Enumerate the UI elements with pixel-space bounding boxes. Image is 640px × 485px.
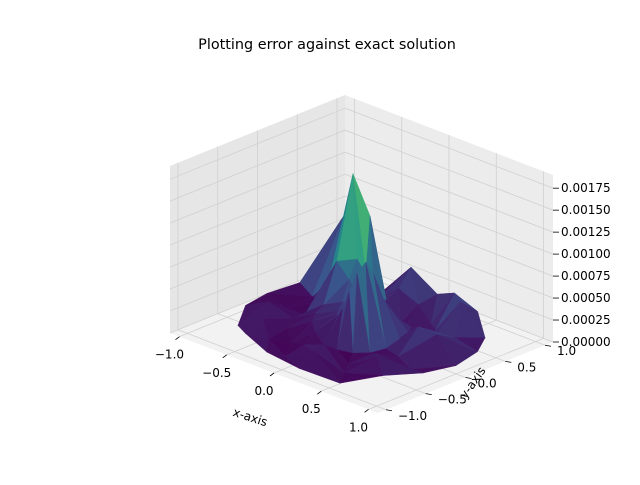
x-tick-label: 1.0 bbox=[349, 420, 368, 434]
z-tick-label: 0.00125 bbox=[561, 225, 611, 239]
tick-mark bbox=[365, 409, 369, 412]
tick-mark bbox=[505, 361, 511, 362]
x-tick-label: 0.0 bbox=[254, 384, 273, 398]
z-tick-label: 0.00100 bbox=[561, 247, 611, 261]
z-tick-label: 0.00025 bbox=[561, 313, 611, 327]
tick-mark bbox=[223, 355, 227, 358]
z-tick-label: 0.00175 bbox=[561, 181, 611, 195]
tick-mark bbox=[175, 337, 179, 340]
chart-title: Plotting error against exact solution bbox=[198, 37, 456, 53]
y-tick-label: −1.0 bbox=[398, 409, 427, 423]
tick-mark bbox=[545, 345, 551, 346]
z-tick-label: 0.00000 bbox=[561, 335, 611, 349]
y-tick-label: 0.5 bbox=[517, 360, 536, 374]
z-tick-label: 0.00150 bbox=[561, 203, 611, 217]
z-tick-label: 0.00050 bbox=[561, 291, 611, 305]
x-axis-label: x-axis bbox=[231, 405, 269, 429]
x-tick-label: −0.5 bbox=[202, 366, 231, 380]
x-tick-label: −1.0 bbox=[155, 348, 184, 362]
tick-mark bbox=[386, 410, 392, 411]
x-tick-label: 0.5 bbox=[302, 402, 321, 416]
tick-mark bbox=[426, 394, 432, 395]
tick-mark bbox=[270, 373, 274, 376]
z-tick-label: 0.00075 bbox=[561, 269, 611, 283]
tick-mark bbox=[317, 391, 321, 394]
